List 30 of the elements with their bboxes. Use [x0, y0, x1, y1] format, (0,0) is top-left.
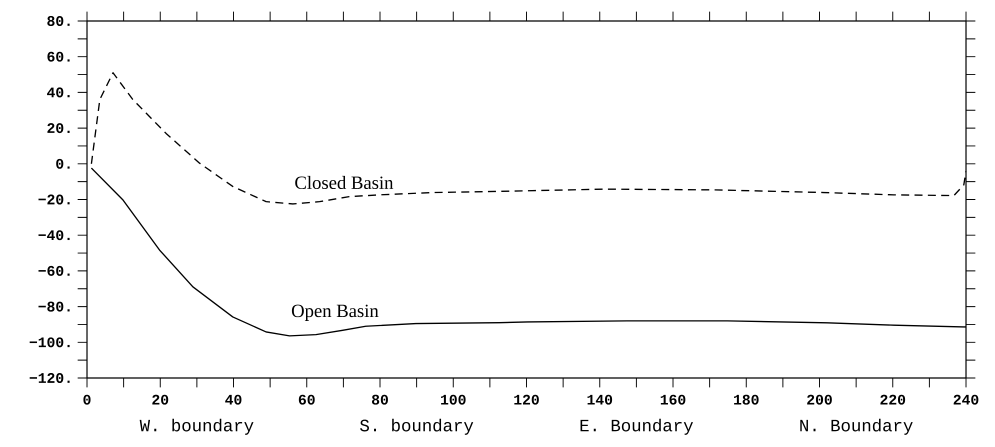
y-tick-label: 0.	[56, 158, 70, 169]
series-label: Open Basin	[292, 304, 378, 321]
text: N. Boundary	[800, 418, 913, 435]
x-tick-label: 40	[225, 394, 242, 405]
y-tick-label: −40.	[38, 230, 70, 240]
x-tick-label: 200	[807, 394, 832, 405]
y-tick-label: −60.	[38, 266, 70, 276]
text: E. Boundary	[580, 418, 693, 435]
y-tick-label: −100.	[30, 337, 70, 348]
y-tick-label: −80.	[38, 302, 70, 312]
x-tick-label: 80	[372, 394, 388, 405]
y-tick-label: −20.	[38, 194, 70, 204]
x-tick-label: 20	[152, 394, 168, 405]
y-tick-label: 80.	[47, 16, 70, 26]
text: W. boundary	[140, 418, 254, 435]
y-tick-label: 60.	[47, 52, 70, 62]
text: S. boundary	[360, 418, 474, 435]
x-tick-label: 240	[954, 394, 978, 405]
x-tick-label: 180	[734, 394, 759, 405]
series-label: Closed Basin	[295, 176, 394, 190]
x-tick-label: 220	[880, 394, 906, 405]
x-tick-label: 100	[441, 394, 466, 405]
y-tick-label: −120.	[30, 373, 70, 383]
y-tick-label: 40.	[47, 87, 70, 98]
x-tick-label: 140	[588, 394, 612, 405]
y-tick-label: 20.	[47, 123, 70, 134]
x-tick-label: 160	[660, 394, 686, 405]
x-tick-label: 120	[514, 394, 539, 405]
x-tick-label: 60	[298, 394, 315, 405]
x-tick-label: 0	[83, 394, 91, 405]
